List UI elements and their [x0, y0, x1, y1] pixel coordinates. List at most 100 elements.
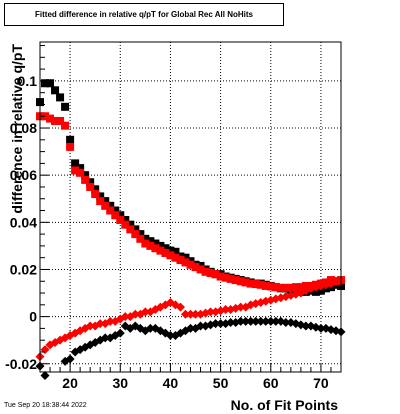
tick-labels-layer: 20 30 40 50 60 70 -0.02 0 0.02 0.04 0.06 0.08 0.1	[5, 73, 329, 391]
data-point-diamond	[95, 319, 105, 329]
data-point-diamond	[226, 318, 236, 327]
x-tick-label: 60	[263, 375, 279, 391]
data-point-diamond	[100, 333, 110, 343]
data-point-square	[151, 239, 160, 248]
data-point-square	[186, 260, 195, 269]
data-point-square	[251, 280, 260, 289]
data-point-square	[256, 280, 265, 289]
data-point-square	[216, 272, 225, 281]
data-point-diamond	[175, 302, 185, 312]
data-point-diamond	[256, 316, 266, 326]
data-point-square	[286, 283, 295, 292]
data-point-square	[181, 258, 190, 267]
data-point-diamond	[165, 330, 175, 340]
data-point-square	[281, 283, 290, 292]
data-point-square	[316, 286, 325, 295]
data-point-diamond	[196, 321, 206, 331]
data-point-square	[236, 277, 245, 286]
data-point-diamond	[206, 307, 216, 317]
data-point-square	[101, 197, 110, 206]
y-tick-label: 0.02	[10, 261, 37, 277]
data-point-square	[131, 225, 140, 234]
data-point-square	[211, 270, 220, 279]
data-point-square	[41, 112, 50, 121]
data-point-square	[231, 276, 240, 285]
data-point-square	[221, 273, 230, 282]
data-point-square	[66, 135, 75, 144]
data-point-square	[271, 283, 280, 292]
data-point-square	[91, 185, 100, 194]
data-point-diamond	[241, 316, 251, 326]
data-point-square	[101, 201, 110, 210]
y-tick-label: -0.02	[5, 356, 37, 372]
data-point-square	[181, 253, 190, 262]
data-point-diamond	[301, 321, 311, 331]
data-point-diamond	[281, 318, 291, 327]
data-point-square	[61, 121, 70, 130]
data-point-square	[276, 283, 285, 292]
series-group	[36, 112, 345, 292]
data-point-diamond	[236, 316, 246, 326]
data-point-square	[226, 274, 235, 283]
x-tick-label: 50	[213, 375, 229, 391]
data-point-diamond	[211, 319, 221, 329]
data-point-diamond	[236, 302, 246, 312]
data-point-square	[196, 265, 205, 274]
data-point-square	[171, 247, 180, 256]
y-tick-label: 0.08	[10, 120, 37, 136]
data-point-diamond	[186, 309, 195, 319]
data-point-square	[311, 287, 320, 296]
data-point-square	[66, 142, 75, 151]
y-axis-title: difference in relative q/pT	[9, 44, 25, 214]
data-point-diamond	[251, 299, 261, 309]
data-point-square	[161, 244, 170, 253]
data-point-diamond	[216, 319, 226, 329]
data-point-square	[156, 241, 165, 250]
data-point-diamond	[191, 309, 201, 319]
data-point-diamond	[180, 309, 190, 319]
data-point-square	[91, 190, 100, 199]
data-point-diamond	[266, 316, 276, 326]
data-point-square	[71, 159, 80, 168]
data-point-square	[116, 215, 125, 224]
data-point-square	[121, 220, 130, 229]
data-point-diamond	[251, 316, 261, 326]
data-point-square	[76, 164, 85, 173]
data-point-diamond	[261, 316, 271, 326]
data-point-square	[81, 171, 90, 180]
data-point-diamond	[85, 321, 95, 331]
data-point-diamond	[140, 307, 150, 317]
data-point-square	[296, 283, 305, 292]
x-axis-title: No. of Fit Points	[231, 397, 339, 413]
y-tick-label: 0.06	[10, 167, 37, 183]
series-layer	[35, 79, 346, 381]
data-point-square	[161, 248, 170, 257]
data-point-diamond	[271, 316, 281, 326]
data-point-square	[261, 281, 270, 290]
data-point-square	[131, 230, 140, 239]
data-point-square	[146, 241, 155, 250]
data-point-square	[206, 269, 215, 277]
data-point-square	[61, 102, 70, 111]
data-point-square	[106, 206, 115, 215]
data-point-diamond	[120, 321, 130, 331]
data-point-square	[96, 192, 105, 201]
data-point-diamond	[186, 323, 195, 333]
data-point-square	[126, 225, 135, 234]
data-point-square	[111, 211, 120, 220]
data-point-square	[136, 230, 145, 239]
data-point-square	[71, 166, 80, 175]
data-point-square	[76, 168, 85, 177]
footer-timestamp: Tue Sep 20 18:38:44 2022	[4, 402, 87, 409]
data-point-diamond	[145, 323, 155, 333]
data-point-square	[191, 263, 200, 272]
data-point-square	[46, 114, 55, 123]
data-point-square	[171, 253, 180, 262]
data-point-square	[151, 244, 160, 253]
data-point-square	[121, 215, 130, 224]
data-point-square	[81, 175, 90, 184]
data-point-square	[116, 211, 125, 220]
data-point-square	[86, 178, 95, 187]
